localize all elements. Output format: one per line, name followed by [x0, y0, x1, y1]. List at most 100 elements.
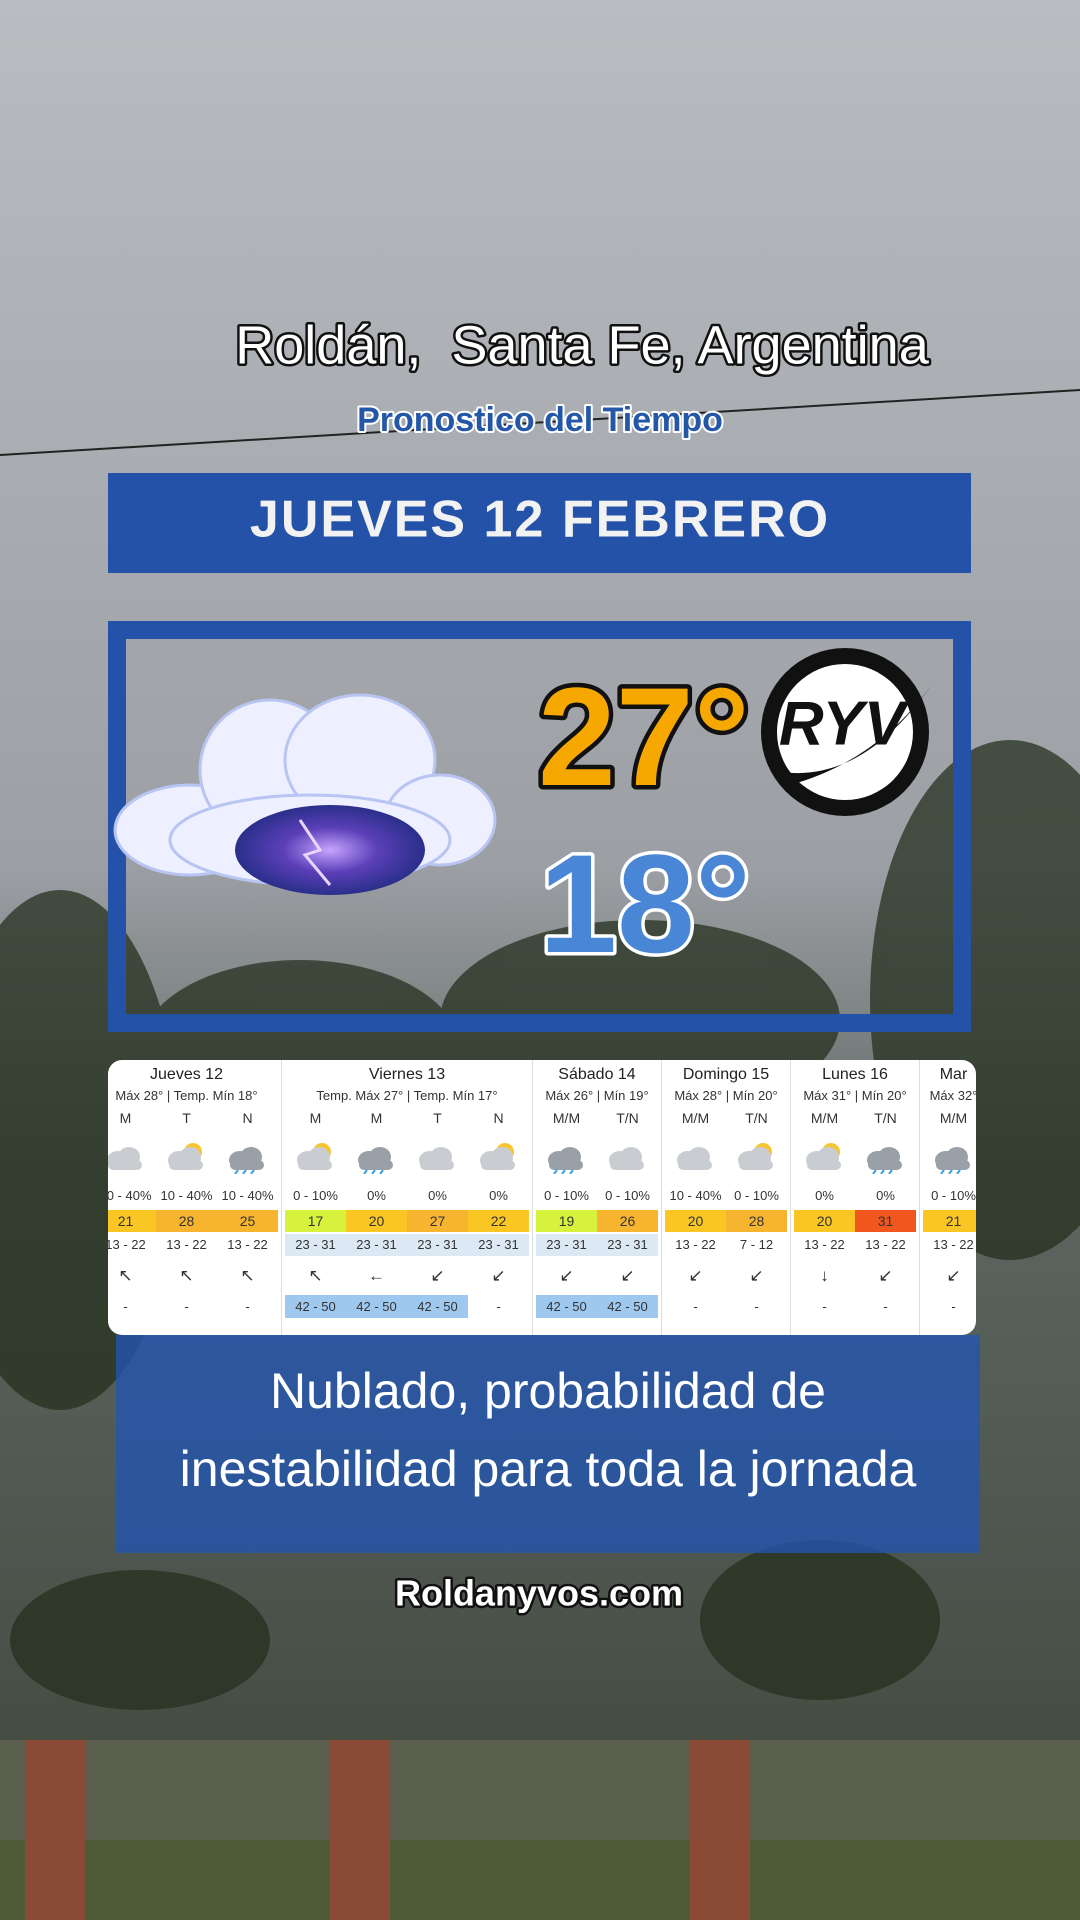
rain-chance: 0 - 10% — [544, 1188, 589, 1203]
wind-direction: ↖ — [308, 1266, 323, 1285]
weather-icon — [480, 1143, 515, 1170]
location: Roldán, Santa Fe, Argentina — [235, 315, 929, 375]
wind-gust: 42 - 50 — [407, 1295, 468, 1318]
min-temp: 18° — [539, 825, 751, 982]
wind-gust: - — [754, 1299, 759, 1314]
rain-chance: 0% — [815, 1188, 834, 1203]
temperature: 21 — [923, 1210, 976, 1232]
wind-speed: 23 - 31 — [407, 1234, 468, 1256]
period-label: N — [242, 1110, 253, 1126]
weather-icon — [297, 1143, 332, 1170]
rain-chance: 0 - 10% — [734, 1188, 779, 1203]
period-label: M/M — [810, 1110, 839, 1126]
logo-text: RYV — [779, 689, 910, 758]
temperature: 28 — [726, 1210, 787, 1232]
wind-gust: 42 - 50 — [536, 1295, 597, 1318]
wind-gust: 42 - 50 — [597, 1295, 658, 1318]
wind-gust: - — [822, 1299, 827, 1314]
period-label: M/M — [552, 1110, 581, 1126]
wind-gust: 42 - 50 — [346, 1295, 407, 1318]
day-separator — [281, 1060, 282, 1335]
wind-direction: ↓ — [820, 1266, 829, 1285]
rain-chance: 0 - 10% — [293, 1188, 338, 1203]
period-label: M — [370, 1110, 383, 1126]
day-name: Sábado 14 — [558, 1066, 636, 1083]
rain-chance: 0% — [876, 1188, 895, 1203]
day-name: Viernes 13 — [368, 1066, 446, 1083]
wind-speed: 7 - 12 — [739, 1237, 774, 1252]
rain-chance: 0% — [367, 1188, 386, 1203]
wind-gust: - — [693, 1299, 698, 1314]
wind-direction: ↖ — [240, 1266, 255, 1285]
forecast-table: Jueves 12 Máx 28° | Temp. Mín 18° M 10 - 40… — [108, 1060, 976, 1335]
weather-icon — [168, 1143, 203, 1170]
weather-icon — [358, 1147, 393, 1174]
temperature: 19 — [536, 1210, 597, 1232]
weather-icon — [806, 1143, 841, 1170]
day-summary: Máx 28° | Mín 20° — [674, 1088, 778, 1103]
period-label: M — [309, 1110, 322, 1126]
day-separator — [661, 1060, 662, 1335]
wind-speed: 23 - 31 — [597, 1234, 658, 1256]
temperature: 20 — [794, 1210, 855, 1232]
temperature: 25 — [217, 1210, 278, 1232]
rain-chance: 0% — [489, 1188, 508, 1203]
temperature: 28 — [156, 1210, 217, 1232]
period-label: T/N — [874, 1110, 897, 1126]
temperature: 31 — [855, 1210, 916, 1232]
wind-speed: 13 - 22 — [933, 1237, 974, 1252]
date-banner — [108, 473, 971, 573]
day-summary: Máx 28° | Temp. Mín 18° — [115, 1088, 258, 1103]
day-separator — [790, 1060, 791, 1335]
wind-direction: ↙ — [559, 1266, 574, 1285]
wind-speed: 13 - 22 — [675, 1237, 716, 1252]
period-label: T — [182, 1110, 191, 1126]
wire — [0, 389, 1080, 456]
weather-icon — [548, 1147, 583, 1174]
wind-gust: - — [496, 1299, 501, 1314]
period-label: N — [493, 1110, 504, 1126]
wind-direction: ↙ — [688, 1266, 703, 1285]
temperature: 17 — [285, 1210, 346, 1232]
wind-speed: 23 - 31 — [468, 1234, 529, 1256]
day-name: Jueves 12 — [150, 1066, 223, 1083]
wind-direction: ↙ — [749, 1266, 764, 1285]
temperature: 20 — [346, 1210, 407, 1232]
wind-gust: 42 - 50 — [285, 1295, 346, 1318]
pillars — [25, 1740, 750, 1920]
website: Roldanyvos.com — [395, 1573, 683, 1614]
day-name: Lunes 16 — [822, 1066, 888, 1083]
wind-direction: ↙ — [878, 1266, 893, 1285]
weather-icon — [738, 1143, 773, 1170]
temperature: 21 — [108, 1210, 156, 1232]
wind-speed: 13 - 22 — [804, 1237, 845, 1252]
rain-chance: 0 - 10% — [931, 1188, 976, 1203]
rain-chance: 10 - 40% — [108, 1188, 152, 1203]
weather-icon — [419, 1147, 454, 1170]
period-label: M/M — [681, 1110, 710, 1126]
description-box — [116, 1335, 980, 1553]
temperature: 20 — [665, 1210, 726, 1232]
period-label: M/M — [939, 1110, 968, 1126]
logo: RYV — [761, 648, 935, 816]
period-label: T/N — [616, 1110, 639, 1126]
weather-icon — [229, 1147, 264, 1174]
wind-direction: ↙ — [620, 1266, 635, 1285]
day-name: Domingo 15 — [682, 1066, 770, 1083]
day-summary: Máx 31° | Mín 20° — [803, 1088, 907, 1103]
wind-gust: - — [123, 1299, 128, 1314]
wind-direction: ↙ — [430, 1266, 445, 1285]
rain-chance: 10 - 40% — [221, 1188, 274, 1203]
rain-chance: 0% — [428, 1188, 447, 1203]
wind-gust: - — [184, 1299, 189, 1314]
day-separator — [532, 1060, 533, 1335]
period-label: M — [119, 1110, 132, 1126]
period-label: T/N — [745, 1110, 768, 1126]
wind-direction: ↙ — [491, 1266, 506, 1285]
weather-icon — [108, 1147, 142, 1170]
weather-icon — [609, 1147, 644, 1170]
grass — [0, 1840, 1080, 1920]
wind-speed: 23 - 31 — [285, 1234, 346, 1256]
subtitle: Pronostico del Tiempo — [357, 401, 723, 439]
wind-speed: 13 - 22 — [166, 1237, 207, 1252]
